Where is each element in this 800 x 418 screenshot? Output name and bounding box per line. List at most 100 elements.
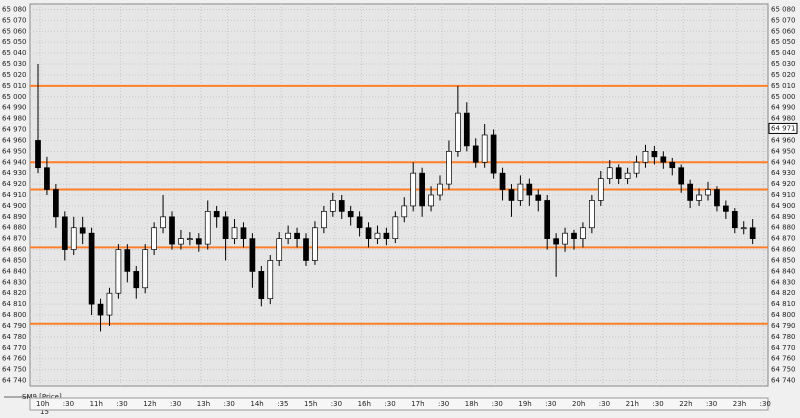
candle-body xyxy=(705,189,711,196)
candle-body xyxy=(455,112,461,152)
x-tick-label: :30 xyxy=(760,400,771,408)
candle-body xyxy=(365,227,372,240)
x-tick-label: :30 xyxy=(384,400,395,408)
y-tick-label: 64 850 xyxy=(2,256,27,264)
y-tick-label: 64 890 xyxy=(2,213,27,221)
candle-body xyxy=(303,238,309,261)
candle-body xyxy=(187,238,193,241)
candle-body xyxy=(553,238,559,245)
period-label: 15 xyxy=(40,408,49,416)
x-tick-label: :30 xyxy=(116,400,127,408)
candle-body xyxy=(428,194,434,207)
y-tick-label: 64 860 xyxy=(2,246,27,254)
candle-body xyxy=(97,303,104,316)
y-tick-label: 64 900 xyxy=(2,202,27,210)
x-tick-label: 10h xyxy=(36,400,49,408)
candle-body xyxy=(312,227,318,261)
candle-body xyxy=(749,227,756,240)
y-tick-label-right: 65 050 xyxy=(771,38,796,46)
candle-body xyxy=(410,172,417,207)
y-tick-label-right: 64 790 xyxy=(771,322,796,330)
y-tick-label: 64 930 xyxy=(2,169,27,177)
y-tick-label-right: 64 880 xyxy=(771,224,796,232)
candle-body xyxy=(696,194,702,201)
y-tick-label-right: 64 940 xyxy=(771,158,796,166)
candle-body xyxy=(731,211,738,229)
y-tick-label-right: 64 950 xyxy=(771,147,796,155)
y-tick-label: 65 020 xyxy=(2,71,27,79)
y-tick-label: 64 790 xyxy=(2,322,27,330)
candle-body xyxy=(669,161,676,169)
x-tick-label: 12h xyxy=(143,400,156,408)
y-tick-label-right: 65 080 xyxy=(771,5,796,13)
y-tick-label: 64 770 xyxy=(2,344,27,352)
last-price-label: 64 971 xyxy=(771,124,796,132)
candle-body xyxy=(321,211,327,229)
y-tick-label-right: 64 830 xyxy=(771,278,796,286)
candle-body xyxy=(401,205,408,218)
candle-body xyxy=(374,232,381,240)
candle-body xyxy=(508,189,515,201)
y-tick-label-right: 64 990 xyxy=(771,104,796,112)
x-tick-label: :30 xyxy=(170,400,181,408)
y-tick-label: 65 050 xyxy=(2,38,27,46)
candle-body xyxy=(356,216,363,229)
candle-body xyxy=(79,227,86,234)
candle-body xyxy=(660,156,667,163)
x-tick-label: :30 xyxy=(331,400,342,408)
y-tick-label: 64 970 xyxy=(2,126,27,134)
y-tick-label-right: 64 750 xyxy=(771,366,796,374)
y-tick-label-right: 65 000 xyxy=(771,93,796,101)
candle-body xyxy=(61,216,68,250)
x-tick-label: :30 xyxy=(63,400,74,408)
y-tick-label: 64 740 xyxy=(2,377,27,385)
candle-body xyxy=(178,238,184,245)
candle-body xyxy=(338,200,345,212)
y-tick-label-right: 64 870 xyxy=(771,235,796,243)
y-tick-label: 65 010 xyxy=(2,82,27,90)
y-tick-label: 64 990 xyxy=(2,104,27,112)
y-tick-label: 64 870 xyxy=(2,235,27,243)
y-tick-label-right: 64 800 xyxy=(771,311,796,319)
candle-body xyxy=(70,227,77,250)
y-tick-label: 64 840 xyxy=(2,267,27,275)
y-tick-label: 65 040 xyxy=(2,49,27,57)
candle-body xyxy=(615,167,622,179)
y-tick-label: 65 000 xyxy=(2,93,27,101)
y-tick-label: 64 830 xyxy=(2,278,27,286)
candle-body xyxy=(106,292,113,316)
candle-body xyxy=(258,271,265,300)
candle-body xyxy=(124,249,131,272)
candle-body xyxy=(463,112,470,147)
y-tick-label: 64 980 xyxy=(2,115,27,123)
y-tick-label-right: 65 040 xyxy=(771,49,796,57)
candle-body xyxy=(213,211,220,218)
legend-label: SM9 [Price] xyxy=(22,393,62,401)
x-tick-label: 19h xyxy=(518,400,531,408)
candle-body xyxy=(544,200,551,240)
candle-body xyxy=(723,205,729,212)
candle-body xyxy=(240,227,247,240)
y-tick-label: 65 080 xyxy=(2,5,27,13)
x-tick-label: 14h xyxy=(250,400,263,408)
y-tick-label-right: 65 020 xyxy=(771,71,796,79)
y-tick-label-right: 64 900 xyxy=(771,202,796,210)
y-tick-label: 65 070 xyxy=(2,16,27,24)
candle-body xyxy=(535,194,542,201)
y-tick-label: 64 880 xyxy=(2,224,27,232)
y-tick-label-right: 64 930 xyxy=(771,169,796,177)
candle-body xyxy=(231,227,238,240)
x-tick-label: :30 xyxy=(492,400,503,408)
y-tick-label: 64 760 xyxy=(2,355,27,363)
x-tick-label: :30 xyxy=(706,400,717,408)
candle-body xyxy=(571,232,577,240)
candle-body xyxy=(678,167,685,185)
x-tick-label: :30 xyxy=(652,400,663,408)
candle-body xyxy=(687,183,693,201)
y-tick-label-right: 64 960 xyxy=(771,136,796,144)
x-tick-label: 21h xyxy=(626,400,639,408)
y-tick-label-right: 64 840 xyxy=(771,267,796,275)
y-tick-label: 65 030 xyxy=(2,60,27,68)
candle-body xyxy=(419,172,425,207)
candle-body xyxy=(53,189,59,218)
